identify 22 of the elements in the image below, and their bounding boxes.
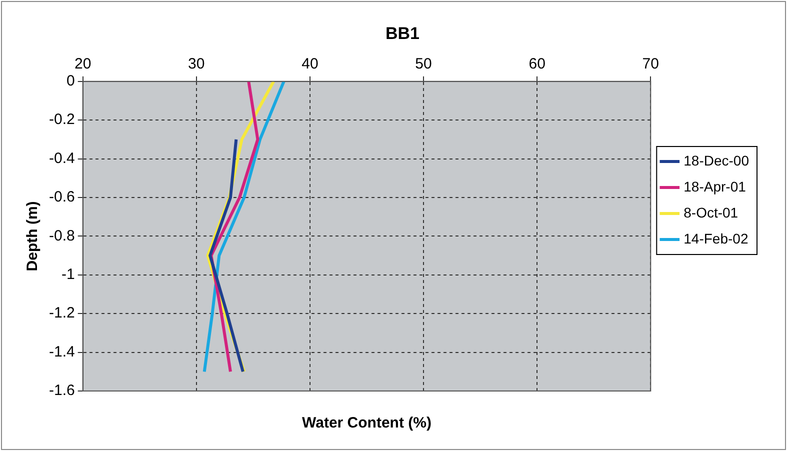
legend-label: 18-Dec-00 (684, 152, 750, 168)
x-tick-label: 30 (188, 56, 205, 73)
x-axis-title: Water Content (%) (302, 414, 432, 432)
y-tick-label: -1.2 (48, 304, 75, 322)
x-tick-label: 60 (528, 56, 546, 73)
y-tick-label: -0.4 (48, 150, 75, 167)
x-tick-label: 50 (415, 56, 432, 73)
x-tick-label: 20 (74, 56, 92, 73)
y-tick-label: -0.8 (48, 227, 75, 244)
y-tick-label: 0 (66, 72, 75, 90)
y-axis-title: Depth (m) (24, 201, 42, 272)
legend-label: 14-Feb-02 (684, 230, 748, 246)
x-tick-label: 70 (642, 56, 659, 73)
y-tick-label: -0.6 (48, 188, 75, 206)
legend-label: 8-Oct-01 (684, 204, 738, 220)
y-tick-label: -0.2 (48, 111, 75, 128)
chart-title: BB1 (385, 24, 420, 43)
y-tick-label: -1.6 (48, 382, 75, 400)
legend-label: 18-Apr-01 (684, 178, 746, 194)
y-tick-label: -1 (62, 266, 75, 284)
x-tick-label: 40 (302, 56, 318, 73)
y-tick-label: -1.4 (48, 343, 75, 360)
